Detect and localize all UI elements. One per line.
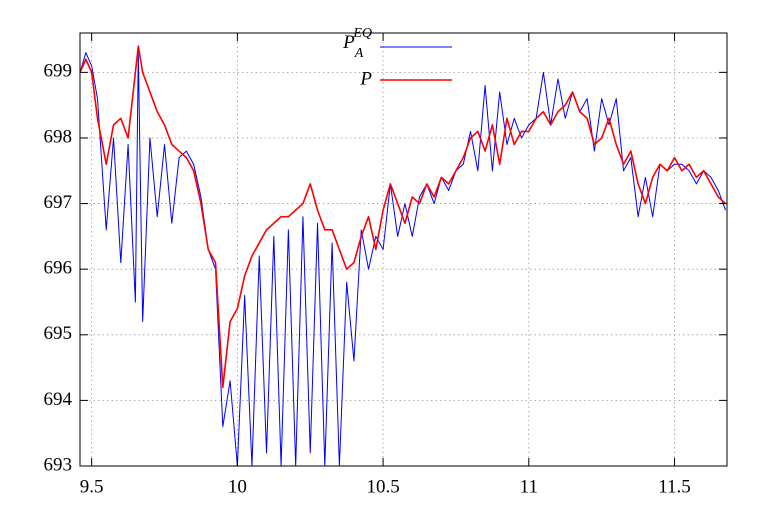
ticks: 693 694 695 696 697 698 699 9.5 10 10.5 11 11.5 <box>44 33 727 497</box>
grid <box>80 33 727 467</box>
y-tick-label: 699 <box>44 61 73 82</box>
x-tick-label: 9.5 <box>80 476 104 497</box>
y-tick-label: 696 <box>44 258 73 279</box>
y-tick-label: 697 <box>44 192 73 213</box>
plot-area <box>80 45 727 466</box>
x-tick-label: 10.5 <box>366 476 399 497</box>
x-tick-label: 11.5 <box>658 476 691 497</box>
legend-name: P <box>342 32 355 53</box>
y-tick-label: 695 <box>44 323 73 344</box>
y-tick-label: 698 <box>44 126 73 147</box>
series-line <box>80 45 727 389</box>
legend-sup: EQ <box>352 26 372 41</box>
series-line <box>80 52 727 466</box>
legend-sub: A <box>354 46 364 61</box>
legend-label: P <box>359 68 372 89</box>
x-tick-label: 10 <box>228 476 247 497</box>
plot-border <box>79 32 728 467</box>
legend-label: PA EQ <box>342 26 372 61</box>
y-tick-label: 694 <box>44 389 73 410</box>
y-tick-label: 693 <box>44 454 73 475</box>
x-tick-label: 11 <box>520 476 538 497</box>
